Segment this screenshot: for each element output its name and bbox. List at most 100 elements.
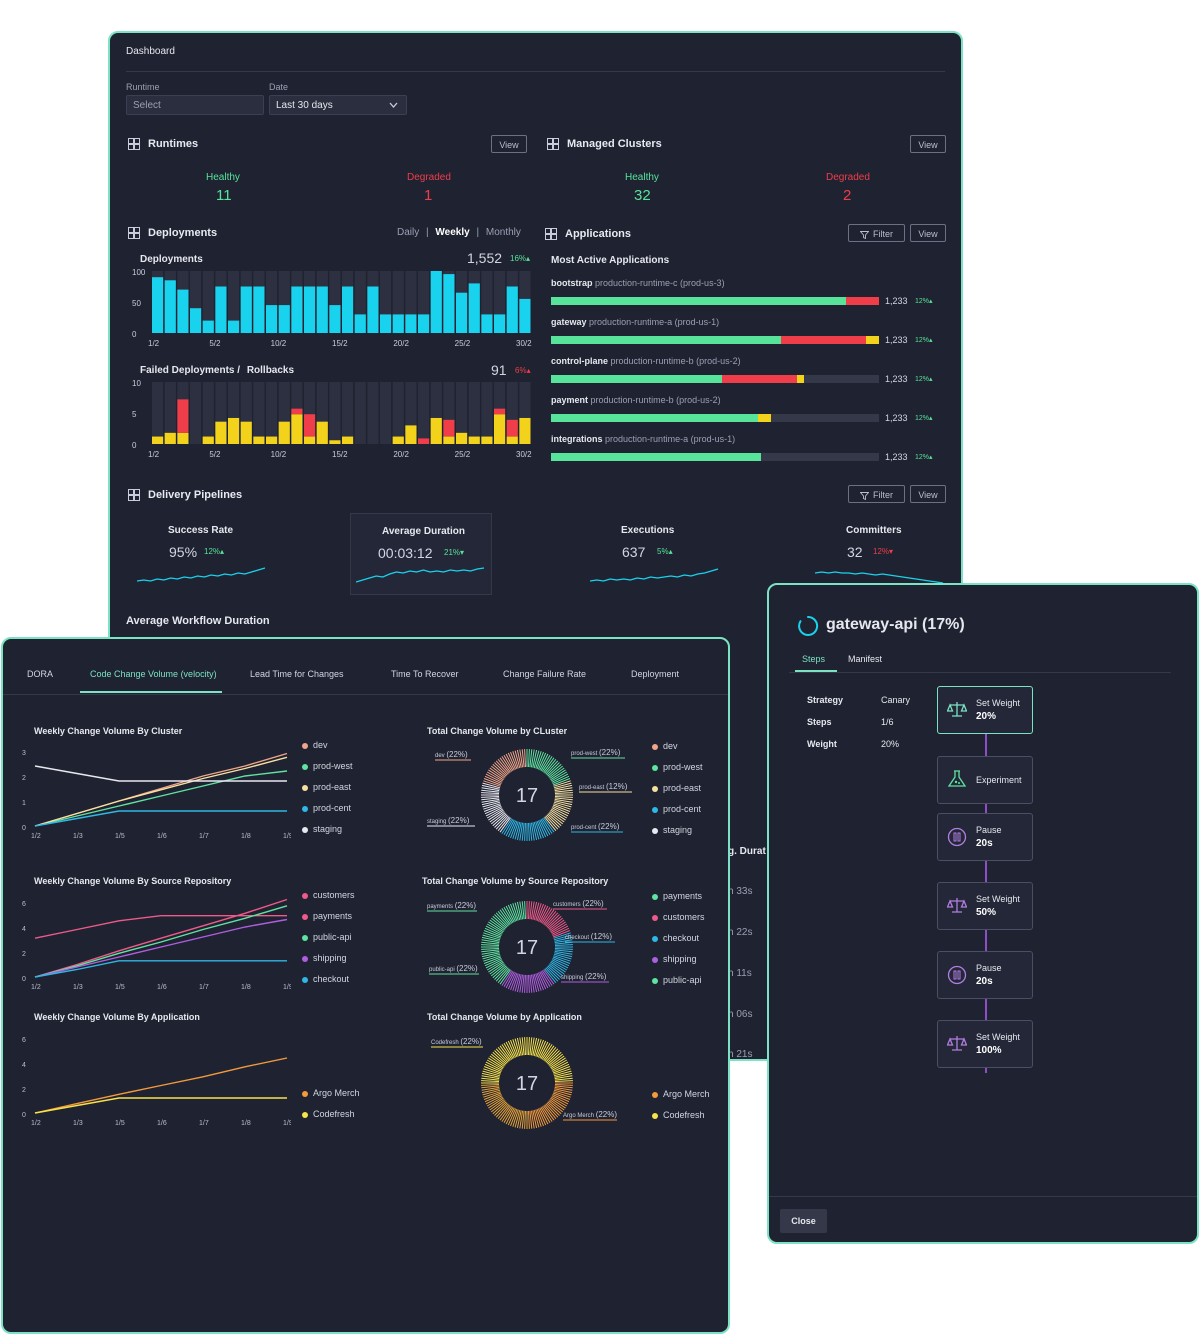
donut-tick — [554, 797, 573, 801]
deployments-section-title: Deployments — [148, 227, 218, 239]
deployments-total: 1,552 — [467, 250, 503, 266]
donut-tick — [486, 771, 504, 782]
failed-deployments-bar-chart: 10 5 0 1/2 5/2 10/2 15/2 20/2 25/2 30/2 — [132, 379, 532, 459]
bar-bg — [266, 382, 278, 444]
clusters-degraded-label: Degraded — [826, 172, 870, 183]
app-label: bootstrap production-runtime-c (prod-us-… — [551, 278, 725, 288]
managed-clusters-title: Managed Clusters — [567, 138, 662, 150]
step-label: Set Weight — [976, 1032, 1020, 1042]
legend-item: customers — [652, 912, 705, 933]
metric-card[interactable]: Average Duration 00:03:12 21%▾ — [350, 513, 492, 595]
deployment-bar — [494, 314, 506, 333]
donut-tick — [494, 966, 508, 980]
step-experiment[interactable]: Experiment — [937, 756, 1033, 804]
metric-label: Committers — [846, 525, 902, 536]
donut-tick — [512, 903, 519, 921]
bar-bg — [278, 271, 290, 333]
tab-change-failure-rate[interactable]: Change Failure Rate — [503, 669, 587, 679]
weight-value: 20% — [881, 739, 900, 749]
sparkline-path — [590, 568, 719, 582]
step-set-weight[interactable]: Set Weight 20% — [937, 686, 1033, 734]
donut-tick — [521, 901, 525, 920]
period-monthly[interactable]: Monthly — [485, 227, 521, 238]
legend-dot — [302, 805, 308, 812]
bar-bg — [430, 382, 442, 444]
donut-tick — [552, 956, 571, 964]
donut-tick — [481, 952, 500, 958]
donut-tick — [483, 1068, 501, 1075]
clusters-healthy-label: Healthy — [625, 172, 659, 183]
metric-value: 95% — [169, 544, 198, 560]
donut-tick — [516, 749, 522, 768]
segment-success — [551, 375, 722, 383]
app-row[interactable]: bootstrap production-runtime-c (prod-us-… — [551, 278, 946, 318]
step-pause[interactable]: Pause 20s — [937, 813, 1033, 861]
runtimes-view-button[interactable]: View — [491, 135, 527, 153]
donut-tick — [554, 1080, 573, 1082]
repo-line-chart: 6 4 2 0 1/2 1/3 1/5 1/6 1/7 1/8 1/9 — [22, 898, 291, 991]
pipelines-filter-button[interactable]: Filter — [848, 485, 905, 503]
deployment-bar — [177, 289, 189, 333]
tab-dora[interactable]: DORA — [27, 669, 54, 679]
donut-tick — [497, 1104, 510, 1120]
tab-time-to-recover[interactable]: Time To Recover — [391, 669, 459, 679]
applications-view-button[interactable]: View — [910, 224, 946, 242]
donut-tick — [541, 1106, 553, 1122]
legend-label: shipping — [313, 953, 347, 963]
tab-code-change-volume-velocity-[interactable]: Code Change Volume (velocity) — [90, 669, 217, 679]
bar-bg — [329, 382, 341, 444]
pipelines-view-button[interactable]: View — [910, 485, 946, 503]
app-runtime: production-runtime-c (prod-us-3) — [595, 278, 725, 288]
y-tick: 5 — [132, 410, 137, 419]
period-daily[interactable]: Daily — [397, 227, 420, 238]
peek-value: h 11s — [728, 968, 752, 979]
donut-tick — [481, 1080, 500, 1082]
step-set-weight[interactable]: Set Weight 50% — [937, 882, 1033, 930]
app-row[interactable]: gateway production-runtime-a (prod-us-1)… — [551, 317, 946, 357]
app-row[interactable]: control-plane production-runtime-b (prod… — [551, 356, 946, 396]
legend-item: staging — [652, 825, 703, 846]
repo-line-title: Weekly Change Volume By Source Repositor… — [34, 876, 232, 886]
tab-lead-time-for-changes[interactable]: Lead Time for Changes — [250, 669, 344, 679]
bar-bg — [278, 382, 290, 444]
app-row[interactable]: integrations production-runtime-a (prod-… — [551, 434, 946, 474]
donut-tick — [543, 757, 555, 773]
app-row[interactable]: payment production-runtime-b (prod-us-2)… — [551, 395, 946, 435]
step-set-weight[interactable]: Set Weight 100% — [937, 1020, 1033, 1068]
runtime-select[interactable]: Select — [126, 95, 264, 115]
legend-dot — [302, 826, 308, 833]
donut-tick — [544, 758, 557, 774]
step-pause[interactable]: Pause 20s — [937, 951, 1033, 999]
date-select[interactable]: Last 30 days — [269, 95, 407, 115]
period-weekly[interactable]: Weekly — [435, 227, 470, 238]
donut-tick — [524, 974, 526, 993]
legend-item: payments — [652, 891, 705, 912]
donut-tick — [483, 932, 501, 939]
app-name: integrations — [551, 434, 603, 444]
tab-steps[interactable]: Steps — [802, 654, 826, 664]
y-tick: 2 — [22, 951, 26, 958]
app-change: 12%▴ — [915, 298, 933, 305]
donut-tick — [554, 789, 573, 793]
bar-bg — [392, 271, 404, 333]
clusters-view-button[interactable]: View — [910, 135, 946, 153]
donut-label: prod-east (12%) — [579, 782, 628, 791]
donut-tick — [540, 906, 551, 924]
donut-tick — [485, 959, 503, 969]
x-tick: 1/5 — [115, 833, 125, 840]
tab-deployment[interactable]: Deployment — [631, 669, 680, 679]
legend-dot — [302, 742, 308, 749]
bar-bg — [215, 382, 227, 444]
bar-bg — [380, 271, 392, 333]
grid-icon — [128, 227, 140, 239]
legend-dot — [302, 955, 308, 962]
x-tick: 1/3 — [73, 984, 83, 991]
close-button[interactable]: Close — [780, 1209, 827, 1233]
legend-label: staging — [313, 824, 343, 834]
donut-tick — [545, 760, 559, 775]
metric-card: Executions 637 5%▴ — [585, 513, 725, 593]
legend-label: dev — [313, 740, 328, 750]
applications-filter-button[interactable]: Filter — [848, 224, 905, 242]
tab-manifest[interactable]: Manifest — [848, 654, 883, 664]
donut-tick — [546, 1050, 560, 1064]
